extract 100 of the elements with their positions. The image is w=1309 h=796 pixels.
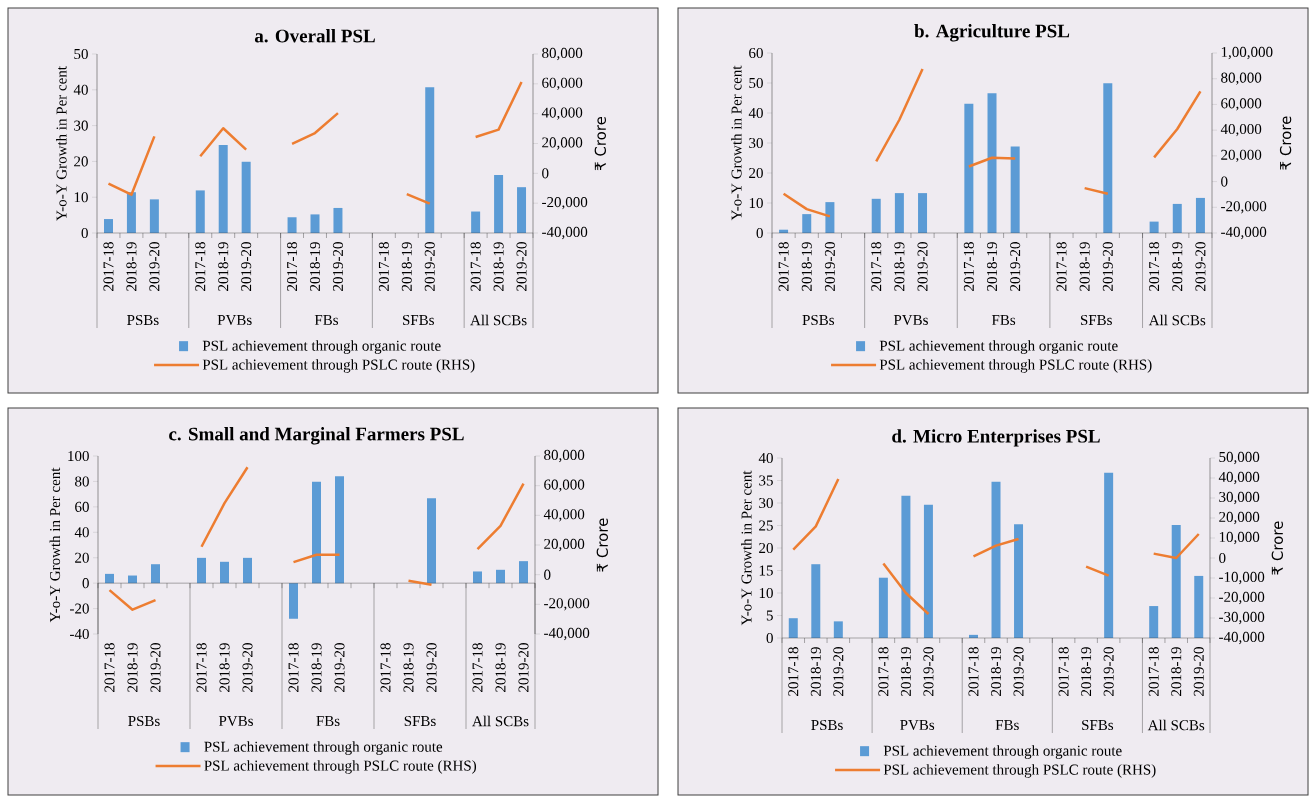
- y-axis-title: Y-o-Y Growth in Per cent: [56, 66, 67, 221]
- bar: [871, 198, 881, 234]
- x-tick-label: 2017-18: [195, 242, 206, 291]
- x-tick-label: 2018-19: [1081, 647, 1092, 696]
- y-tick-label: 15: [759, 565, 773, 576]
- y2-tick-label: 40,000: [541, 107, 583, 120]
- y2-tick-label: -20,000: [542, 197, 588, 210]
- x-tick-label: 2017-18: [788, 647, 799, 696]
- y-tick-label: 0: [756, 227, 763, 239]
- x-tick-label: 2019-20: [424, 242, 435, 291]
- x-tick-label: 2018-19: [986, 242, 998, 291]
- y-tick-label: 35: [759, 475, 773, 486]
- y2-tick-label: -40,000: [1221, 226, 1267, 240]
- x-tick-label: 2018-19: [218, 242, 229, 291]
- text: SFBs: [404, 715, 436, 727]
- y-tick-label: 10: [749, 197, 763, 209]
- legend-label: PSL achievement through organic route: [202, 340, 441, 354]
- text: PSBs: [802, 314, 835, 326]
- y-axis-title: Y-o-Y Growth in Per cent: [731, 65, 742, 221]
- y2-tick-label: -20,000: [544, 598, 590, 611]
- x-tick-label: 2019-20: [833, 647, 844, 696]
- bar: [312, 481, 322, 584]
- bar: [517, 187, 527, 234]
- text: All SCBs: [1148, 314, 1206, 326]
- bar: [427, 498, 436, 584]
- x-tick-label: 2019-20: [149, 242, 160, 291]
- x-tick-label: 2019-20: [150, 643, 161, 692]
- text: FBs: [316, 716, 340, 726]
- x-tick-label: 2017-18: [871, 242, 882, 291]
- y2-tick-label: 0: [544, 569, 551, 580]
- y-tick-label: 10: [759, 587, 773, 599]
- x-tick-label: 2018-19: [219, 643, 230, 692]
- x-tick-label: 2018-19: [1171, 647, 1182, 696]
- text: PVBs: [893, 314, 928, 326]
- text: SFBs: [1080, 314, 1112, 326]
- y2-tick-label: 20,000: [544, 538, 585, 552]
- y-tick-label: 20: [759, 542, 773, 554]
- x-tick-label: 2019-20: [917, 242, 928, 291]
- bar: [519, 561, 528, 584]
- y-tick-label: 20: [749, 167, 763, 179]
- y2-tick-label: 40,000: [1220, 124, 1262, 137]
- bar: [991, 481, 1001, 639]
- y2-tick-label: 0: [1221, 176, 1228, 187]
- chart-title: b. Agriculture PSL: [914, 24, 1070, 42]
- bar: [1149, 606, 1159, 639]
- x-tick-label: 2017-18: [287, 242, 298, 291]
- x-tick-label: 2017-18: [1058, 647, 1069, 696]
- legend-label: PSL achievement through PSLC route (RHS): [883, 764, 1156, 778]
- x-tick-label: 2018-19: [801, 242, 812, 291]
- x-tick-label: 2017-18: [470, 242, 481, 291]
- x-tick-label: 2018-19: [810, 647, 821, 696]
- text: PVBs: [900, 719, 935, 731]
- bar: [788, 618, 798, 639]
- legend-label: PSL achievement through organic route: [883, 745, 1122, 759]
- bar: [833, 621, 843, 639]
- y-tick-label: -20: [70, 603, 89, 614]
- text: All SCBs: [1147, 719, 1205, 731]
- bar: [494, 175, 504, 234]
- bar: [195, 190, 205, 234]
- y2-tick-label: 1,00,000: [1221, 46, 1273, 60]
- bar: [1104, 472, 1114, 639]
- x-tick-label: 2017-18: [196, 643, 207, 692]
- bar: [918, 193, 928, 234]
- x-tick-label: 2017-18: [378, 242, 389, 291]
- y2-tick-label: 80,000: [1221, 72, 1262, 85]
- bar: [471, 211, 481, 234]
- y-tick-label: 30: [759, 497, 773, 509]
- text: PSBs: [127, 314, 159, 326]
- y2-tick-label: 60,000: [542, 77, 583, 90]
- x-tick-label: 2017-18: [1149, 242, 1160, 291]
- x-tick-label: 2017-18: [472, 643, 483, 692]
- y2-tick-label: 0: [542, 168, 549, 179]
- text: PSBs: [811, 719, 843, 731]
- x-tick-label: 2019-20: [1013, 647, 1024, 696]
- bar: [825, 202, 835, 234]
- bar: [811, 564, 821, 639]
- x-tick-label: 2018-19: [894, 242, 905, 291]
- y-tick-label: -40: [70, 628, 89, 640]
- y2-axis-title: ₹ Crore: [594, 116, 606, 171]
- y2-tick-label: 80,000: [544, 449, 585, 463]
- bar: [1195, 197, 1205, 234]
- x-tick-label: 2019-20: [1102, 242, 1113, 291]
- bar: [128, 575, 137, 584]
- text: PVBs: [218, 715, 253, 727]
- y-tick-label: 5: [766, 610, 773, 621]
- bar: [1172, 203, 1182, 234]
- x-tick-label: 2019-20: [334, 643, 345, 692]
- x-tick-label: 2018-19: [126, 242, 137, 291]
- text: FBs: [991, 315, 1016, 325]
- y2-tick-label: -20,000: [1221, 201, 1267, 214]
- y2-tick-label: -30,000: [1219, 611, 1265, 625]
- bar: [496, 569, 505, 584]
- chart-title: a. Overall PSL: [254, 29, 375, 43]
- x-tick-label: 2018-19: [127, 643, 138, 692]
- y2-tick-label: -40,000: [544, 627, 590, 641]
- text: All SCBs: [472, 715, 529, 727]
- x-tick-label: 2018-19: [309, 242, 321, 291]
- x-tick-label: 2018-19: [403, 643, 414, 692]
- y-tick-label: 0: [766, 632, 773, 644]
- y2-tick-label: 60,000: [1221, 98, 1262, 111]
